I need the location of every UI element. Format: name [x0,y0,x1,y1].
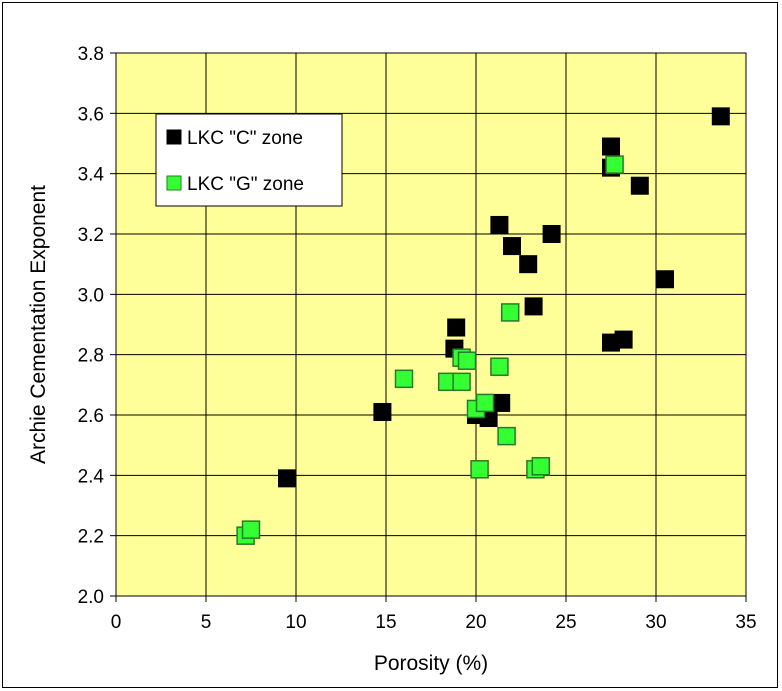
x-tick-label: 0 [111,612,122,633]
y-tick-label: 3.2 [78,225,104,246]
x-axis-title: Porosity (%) [374,652,488,675]
g-zone-point [497,426,516,446]
g-zone-point [531,457,551,476]
g-zone-point [394,369,414,389]
x-tick-label: 30 [645,612,666,633]
c-zone-point [602,137,620,156]
x-tick-label: 15 [375,612,396,633]
x-tick-label: 25 [555,612,576,633]
g-zone-point [475,393,495,413]
legend-c-zone-marker [166,129,182,145]
g-zone-point [605,155,624,174]
y-tick-label: 2.6 [78,406,104,427]
y-axis-ticks: 2.0 2.2 2.4 2.6 2.8 3.0 3.2 3.4 3.6 3.8 [78,44,116,608]
legend: LKC "C" zone LKC "G" zone [155,113,343,207]
x-tick-label: 10 [285,612,306,633]
y-tick-label: 2.4 [78,466,105,487]
c-zone-point [492,393,511,412]
c-zone-point [503,237,521,256]
c-zone-point [711,107,730,126]
g-zone-point [241,520,261,539]
legend-box [155,113,343,207]
c-zone-point [278,469,296,488]
x-tick-label: 20 [465,612,486,633]
c-zone-point [490,215,509,234]
c-zone-point [447,318,466,337]
c-zone-point [614,330,633,349]
legend-g-zone-marker [166,175,182,191]
c-zone-point [519,255,538,274]
x-tick-label: 5 [201,612,212,633]
c-zone-point [524,297,543,316]
data-points [236,107,730,545]
x-tick-label: 35 [735,612,756,633]
y-axis-title: Archie Cementation Exponent [27,185,50,464]
c-zone-point [656,270,674,289]
y-tick-label: 2.8 [78,346,104,367]
y-tick-label: 3.6 [78,104,104,125]
g-zone-point [452,372,471,392]
g-zone-point [500,303,520,322]
c-zone-point [373,402,392,421]
y-tick-label: 3.4 [78,165,105,186]
legend-c-zone-label: LKC "C" zone [187,128,303,149]
g-zone-point [470,460,489,479]
x-axis-ticks: 0 5 10 15 20 25 30 35 [111,596,757,633]
c-zone-point [542,225,561,243]
grid-lines [116,53,746,596]
y-tick-label: 2.0 [78,587,104,608]
y-tick-label: 3.0 [78,285,104,306]
y-tick-label: 2.2 [78,527,104,548]
y-tick-label: 3.8 [78,44,104,65]
c-zone-point [630,176,649,195]
g-zone-point [490,357,509,376]
g-zone-point [457,351,477,370]
legend-g-zone-label: LKC "G" zone [187,174,304,195]
plot-border [115,52,747,597]
